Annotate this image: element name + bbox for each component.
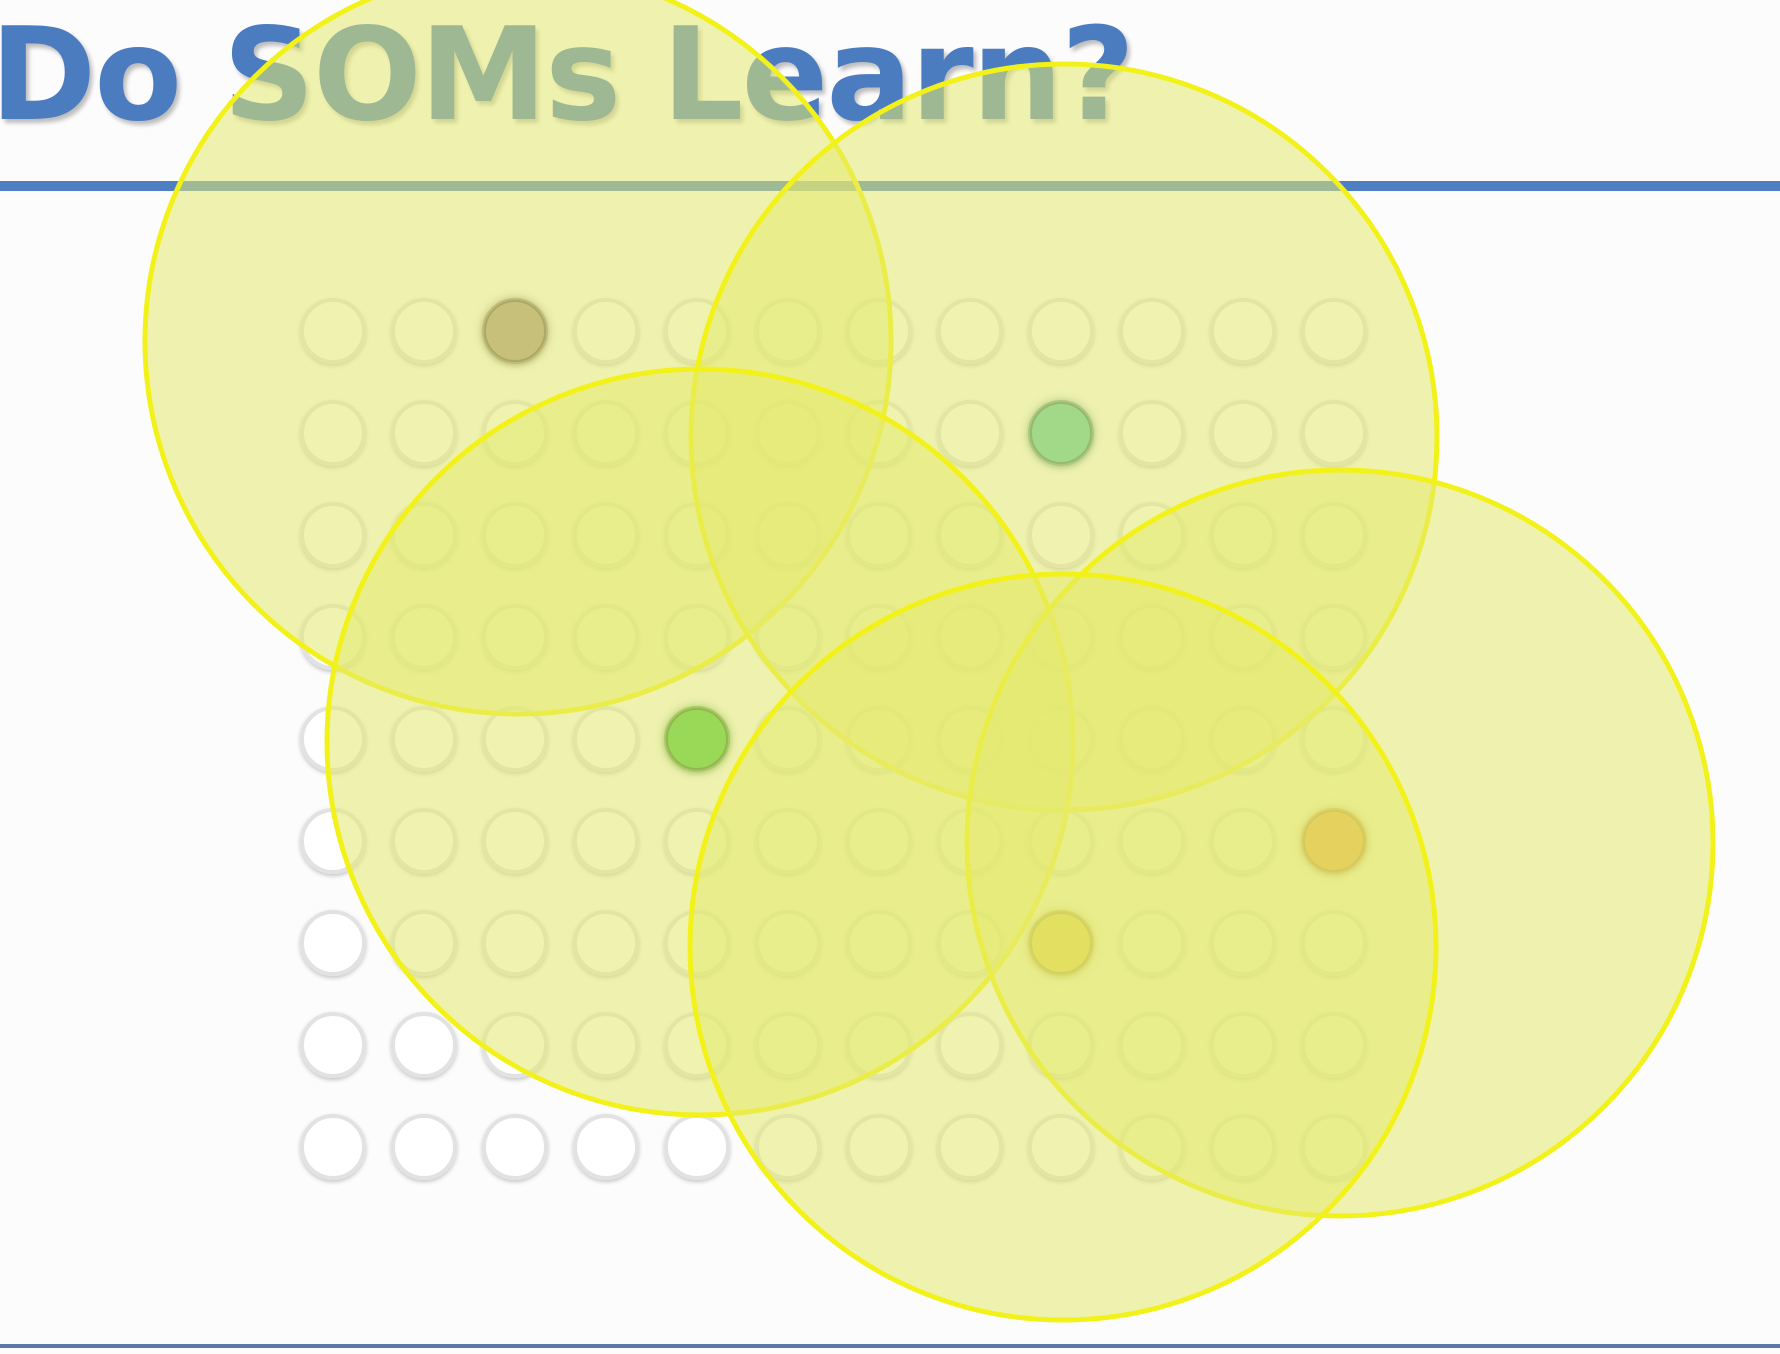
som-node [391, 1114, 457, 1180]
neighborhood-circle-amber [687, 571, 1439, 1323]
footer-rule [0, 1344, 1780, 1348]
som-node [300, 910, 366, 976]
som-node [391, 1012, 457, 1078]
som-node [300, 1114, 366, 1180]
neighborhood-radii [142, 0, 1716, 1323]
som-node [300, 1012, 366, 1078]
som-node [573, 1114, 639, 1180]
som-node [664, 1114, 730, 1180]
som-node [482, 1114, 548, 1180]
